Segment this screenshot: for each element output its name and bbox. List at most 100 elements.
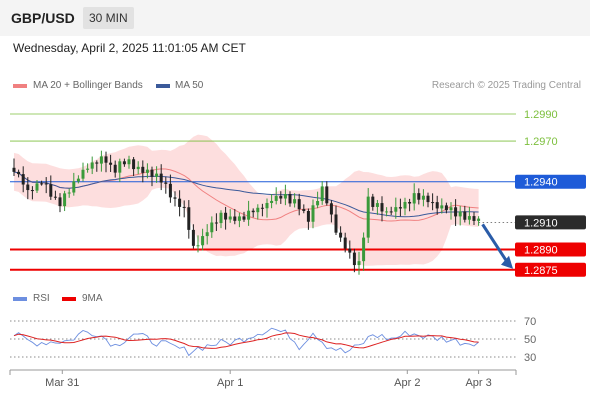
ma50-swatch	[156, 84, 170, 88]
candle-body	[408, 201, 412, 204]
candle-body	[458, 211, 462, 217]
candle-body	[389, 211, 393, 213]
candle-body	[325, 186, 329, 204]
candle-body	[316, 201, 320, 206]
candle-body	[339, 232, 343, 238]
rsi-line	[13, 327, 479, 357]
candle-body	[398, 207, 402, 209]
header-bar: GBP/USD 30 MIN	[0, 0, 590, 36]
candle-body	[293, 199, 297, 204]
candle-body	[265, 202, 269, 209]
candle-body	[362, 237, 366, 262]
candle-body	[467, 216, 471, 220]
candle-body	[196, 245, 200, 247]
price-label-support-box	[515, 242, 586, 257]
candle-body	[145, 169, 149, 173]
candle-body	[357, 261, 361, 266]
candle-body	[421, 195, 425, 200]
candle-body	[426, 195, 430, 203]
candle-body	[99, 156, 103, 164]
candle-body	[260, 207, 264, 209]
price-label-support-box	[515, 262, 586, 277]
price-label-pivot: 1.2940	[524, 177, 558, 189]
candle-body	[454, 207, 458, 217]
candle-body	[81, 169, 85, 179]
price-label-support: 1.2890	[524, 244, 558, 256]
candle-body	[233, 216, 237, 221]
forecast-arrow	[481, 223, 509, 263]
candle-body	[472, 216, 476, 221]
ma20-swatch	[13, 84, 27, 88]
candle-body	[302, 209, 306, 211]
candle-body	[49, 184, 53, 197]
candle-body	[67, 192, 71, 194]
candle-body	[288, 194, 292, 204]
rsi-tick-label: 50	[524, 334, 536, 346]
candle-body	[63, 193, 67, 207]
candle-body	[40, 183, 44, 185]
candle-body	[380, 203, 384, 212]
candle-body	[141, 166, 145, 173]
price-label-resistance: 1.2990	[524, 109, 558, 121]
x-tick-label: Apr 1	[217, 377, 243, 389]
candle-body	[182, 206, 186, 208]
candle-body	[270, 200, 274, 203]
rsi-ma-line	[13, 332, 479, 349]
legend-9ma: 9MA	[82, 293, 103, 304]
candle-body	[109, 162, 113, 165]
ma9-swatch	[62, 297, 76, 301]
legend-ma20-bb: MA 20 + Bollinger Bands	[33, 80, 143, 91]
candle-body	[164, 182, 168, 184]
candle-body	[155, 173, 159, 177]
candle-body	[168, 183, 172, 198]
candle-body	[21, 174, 25, 185]
candle-body	[228, 216, 232, 220]
candle-body	[242, 216, 246, 220]
x-tick-label: Apr 3	[465, 377, 491, 389]
candle-body	[449, 207, 453, 211]
candle-body	[150, 169, 154, 177]
candle-body	[224, 212, 228, 220]
candle-body	[366, 196, 370, 238]
candle-body	[132, 159, 136, 170]
candle-body	[72, 181, 76, 193]
candle-body	[201, 236, 205, 246]
candle-body	[431, 202, 435, 204]
candle-body	[440, 205, 444, 209]
candle-body	[279, 196, 283, 199]
candle-body	[412, 193, 416, 204]
candle-body	[334, 214, 338, 233]
candle-body	[394, 207, 398, 212]
candle-body	[95, 162, 99, 164]
candle-body	[306, 210, 310, 222]
bollinger-band	[14, 134, 479, 266]
candle-body	[26, 184, 30, 191]
candle-body	[283, 194, 287, 199]
price-label-current-box	[515, 215, 586, 230]
legend-rsi: RSI	[33, 293, 50, 304]
candle-body	[297, 199, 301, 210]
rsi-swatch	[13, 297, 27, 301]
candle-body	[90, 162, 94, 169]
candle-body	[178, 198, 182, 207]
timeframe-selector[interactable]: 30 MIN	[83, 7, 134, 29]
candle-body	[237, 216, 241, 221]
candle-body	[477, 218, 481, 221]
chart-datetime: Wednesday, April 2, 2025 11:01:05 AM CET	[13, 41, 246, 55]
candle-body	[320, 186, 324, 202]
candle-body	[86, 168, 90, 170]
candle-body	[44, 183, 48, 185]
candle-body	[136, 166, 140, 170]
candle-body	[435, 202, 439, 209]
candle-body	[127, 159, 131, 165]
candle-body	[104, 156, 108, 163]
price-label-resistance: 1.2970	[524, 136, 558, 148]
candle-body	[187, 207, 191, 230]
candle-body	[159, 173, 163, 183]
forecast-arrow-head	[501, 255, 513, 269]
candle-body	[385, 211, 389, 213]
x-tick-label: Mar 31	[45, 377, 79, 389]
candle-body	[113, 164, 117, 173]
candle-body	[219, 212, 223, 224]
